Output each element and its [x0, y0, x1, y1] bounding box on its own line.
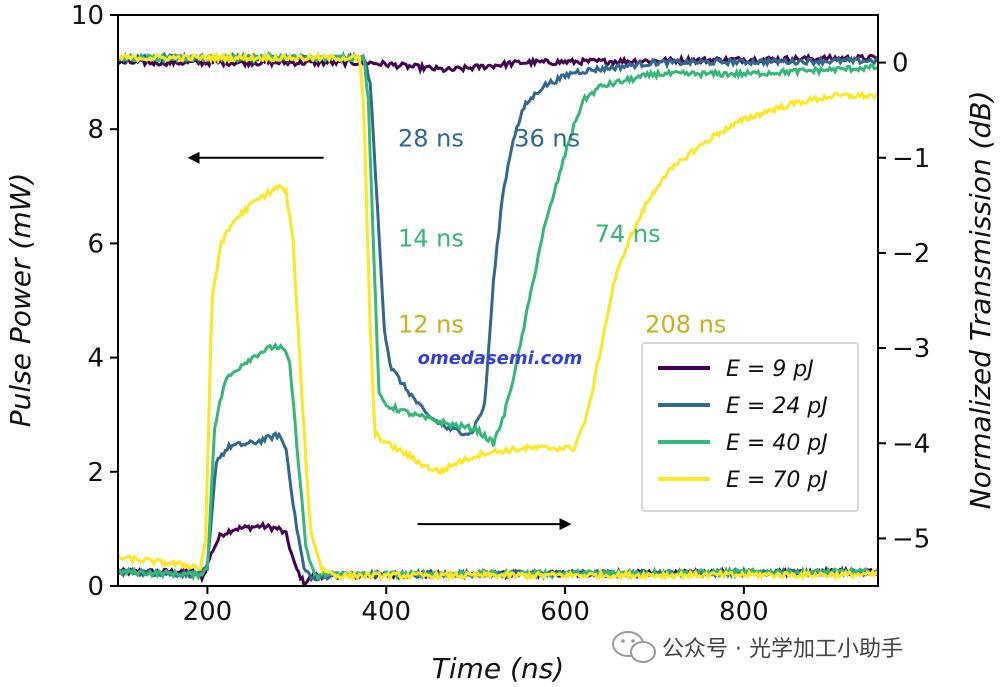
- y-left-tick-label: 6: [87, 229, 104, 259]
- watermark: omedasemi.com: [418, 348, 583, 369]
- annotation-label: 28 ns: [398, 125, 464, 153]
- plot-frame: [117, 14, 879, 587]
- y-right-tick-label: −3: [892, 334, 930, 364]
- y-left-tick-label: 4: [87, 344, 104, 374]
- y-right-tick-label: −4: [892, 429, 930, 459]
- y-right-tick-label: −1: [892, 144, 930, 174]
- annotation-label: 208 ns: [645, 310, 726, 338]
- annotation-label: 14 ns: [398, 225, 464, 253]
- legend-label: E = 40 pJ: [726, 431, 828, 456]
- y-right-tick-label: 0: [892, 49, 909, 79]
- legend-label: E = 9 pJ: [726, 357, 814, 382]
- x-tick-label: 200: [183, 597, 233, 627]
- y-right-tick-label: −5: [892, 524, 930, 554]
- wechat-label: 公众号 · 光学加工小助手: [662, 637, 903, 662]
- legend: E = 9 pJ E = 24 pJ E = 40 pJ E = 70 pJ: [641, 342, 859, 512]
- legend-label: E = 24 pJ: [726, 394, 828, 419]
- y-left-tick-label: 10: [71, 1, 104, 31]
- annotation-layer: 28 ns 36 ns 14 ns 74 ns 12 ns 208 ns: [187, 125, 726, 531]
- y-axis-label-left: Pulse Power (mW): [4, 173, 37, 428]
- x-tick-label: 800: [719, 597, 769, 627]
- transmission-line-e-9-pj: [118, 52, 878, 76]
- x-tick-label: 400: [361, 597, 411, 627]
- legend-label: E = 70 pJ: [726, 468, 828, 493]
- annotation-label: 74 ns: [595, 220, 661, 248]
- wechat-footer: 公众号 · 光学加工小助手: [612, 631, 903, 663]
- transmission-line-e-70-pj: [118, 50, 878, 476]
- y-right-tick-label: −2: [892, 239, 930, 269]
- y-axis-label-right: Normalized Transmission (dB): [964, 91, 997, 510]
- annotation-label: 12 ns: [398, 310, 464, 338]
- y-left-tick-label: 0: [87, 572, 104, 602]
- y-left-tick-label: 8: [87, 115, 104, 145]
- wechat-icon: [612, 631, 656, 663]
- x-axis-label: Time (ns): [432, 652, 564, 685]
- y-left-tick-label: 2: [87, 458, 104, 488]
- pulse-line-e-70-pj: [118, 183, 878, 583]
- series-layer: [118, 50, 878, 586]
- legend-box: [641, 342, 859, 512]
- ticks-layer: 200 400 600 800 0 2 4 6 8 10 0 −1 −2 −3 −4 −5: [71, 1, 930, 627]
- x-tick-label: 600: [540, 597, 590, 627]
- annotation-label: 36 ns: [514, 125, 580, 153]
